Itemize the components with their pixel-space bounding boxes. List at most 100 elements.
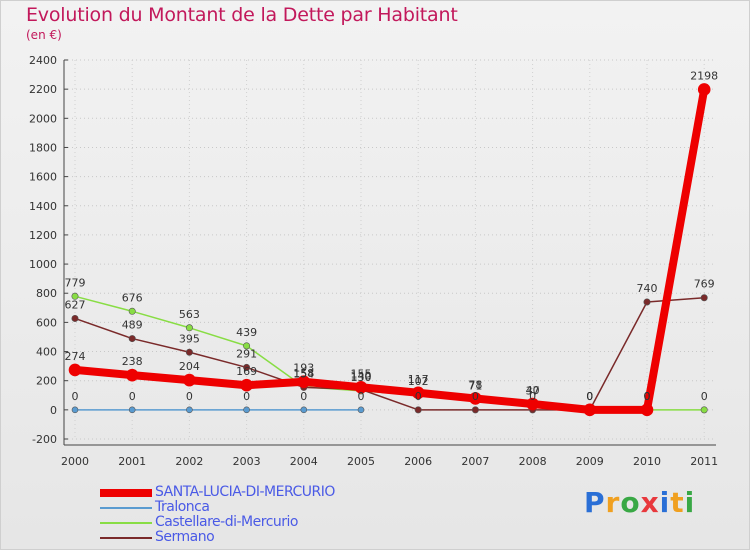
data-point — [128, 335, 136, 343]
y-tick-label: 200 — [36, 375, 57, 388]
y-tick-label: 1000 — [29, 258, 57, 271]
data-label: 158 — [293, 367, 314, 380]
y-tick-label: 1800 — [29, 141, 57, 154]
data-label: 740 — [637, 282, 658, 295]
data-label: 40 — [526, 384, 540, 397]
data-label: 102 — [408, 375, 429, 388]
legend-label: Tralonca — [155, 499, 210, 515]
data-label: 769 — [694, 278, 715, 291]
x-tick-label: 2006 — [404, 455, 432, 468]
legend-label: Sermano — [155, 529, 215, 545]
data-label: 155 — [351, 367, 372, 380]
data-label: 71 — [468, 379, 482, 392]
data-label: 779 — [65, 276, 86, 289]
data-label: 238 — [122, 355, 143, 368]
x-tick-label: 2001 — [118, 455, 146, 468]
data-label: 154 — [293, 367, 314, 380]
data-label: 489 — [122, 319, 143, 332]
data-label: 676 — [122, 291, 143, 304]
data-label: 0 — [586, 390, 593, 403]
data-point — [240, 378, 253, 392]
data-point — [643, 298, 651, 306]
y-tick-label: 2200 — [29, 83, 57, 96]
x-tick-label: 2007 — [461, 455, 489, 468]
data-label: 204 — [179, 360, 200, 373]
data-label: 0 — [472, 390, 479, 403]
data-point — [125, 368, 139, 382]
data-label: 0 — [300, 390, 307, 403]
data-label: 627 — [65, 298, 86, 311]
data-point — [185, 324, 193, 332]
y-tick-label: 800 — [36, 287, 57, 300]
y-tick-label: 600 — [36, 316, 57, 329]
data-label: 2198 — [690, 69, 718, 82]
data-point — [640, 403, 654, 417]
data-point — [526, 397, 539, 411]
x-tick-label: 2009 — [576, 455, 604, 468]
data-point — [71, 406, 79, 414]
data-point — [700, 294, 708, 302]
data-point — [583, 403, 597, 417]
series-line-3 — [74, 297, 705, 411]
x-tick-label: 2011 — [690, 455, 718, 468]
data-point — [700, 406, 708, 414]
data-point — [243, 363, 251, 371]
data-label: 0 — [586, 390, 593, 403]
y-tick-label: 1400 — [29, 200, 57, 213]
data-label: 291 — [236, 347, 257, 360]
data-label: 0 — [644, 390, 651, 403]
x-tick-label: 2004 — [290, 455, 318, 468]
data-point — [411, 386, 425, 400]
data-label: 0 — [72, 390, 79, 403]
y-tick-label: -200 — [32, 433, 57, 446]
data-point — [185, 348, 193, 356]
legend-swatch — [100, 507, 152, 509]
data-point — [183, 373, 196, 387]
legend-item: Tralonca — [100, 499, 400, 516]
data-label: 0 — [243, 390, 250, 403]
data-label: 0 — [129, 390, 136, 403]
data-label: 0 — [644, 390, 651, 403]
data-label: 0 — [358, 390, 365, 403]
data-point — [128, 406, 136, 414]
y-tick-label: 2000 — [29, 112, 57, 125]
data-point — [186, 406, 193, 414]
data-label: 117 — [408, 373, 429, 386]
y-tick-label: 1200 — [29, 229, 57, 242]
data-label: 169 — [236, 365, 257, 378]
data-label: 563 — [179, 308, 200, 321]
legend-swatch — [100, 522, 152, 524]
data-label: 0 — [186, 390, 193, 403]
data-point — [297, 375, 311, 389]
data-label: 439 — [236, 326, 257, 339]
data-label: 0 — [529, 390, 536, 403]
y-tick-label: 1600 — [29, 171, 57, 184]
data-label: 140 — [351, 369, 372, 382]
data-label: 0 — [586, 390, 593, 403]
data-label: 274 — [65, 350, 86, 363]
data-point — [68, 363, 82, 377]
data-point — [71, 292, 79, 300]
legend-item: Sermano — [100, 529, 400, 546]
legend-swatch — [100, 537, 152, 539]
data-point — [414, 406, 422, 414]
chart-title: Evolution du Montant de la Dette par Hab… — [26, 4, 458, 26]
data-label: 37 — [526, 384, 540, 397]
data-point — [469, 392, 482, 405]
legend-swatch — [100, 489, 152, 497]
x-tick-label: 2000 — [61, 455, 89, 468]
series-line-0 — [74, 88, 709, 414]
data-point — [357, 406, 365, 414]
data-point — [471, 406, 479, 414]
data-point — [697, 83, 711, 96]
proxiti-logo: Proxiti — [584, 486, 696, 519]
chart-legend: SANTA-LUCIA-DI-MERCURIO Tralonca Castellar… — [100, 484, 400, 546]
data-point — [354, 380, 368, 394]
x-tick-label: 2010 — [633, 455, 661, 468]
x-tick-label: 2005 — [347, 455, 375, 468]
x-tick-label: 2002 — [175, 455, 203, 468]
data-label: 193 — [293, 362, 314, 375]
data-point — [128, 307, 136, 315]
